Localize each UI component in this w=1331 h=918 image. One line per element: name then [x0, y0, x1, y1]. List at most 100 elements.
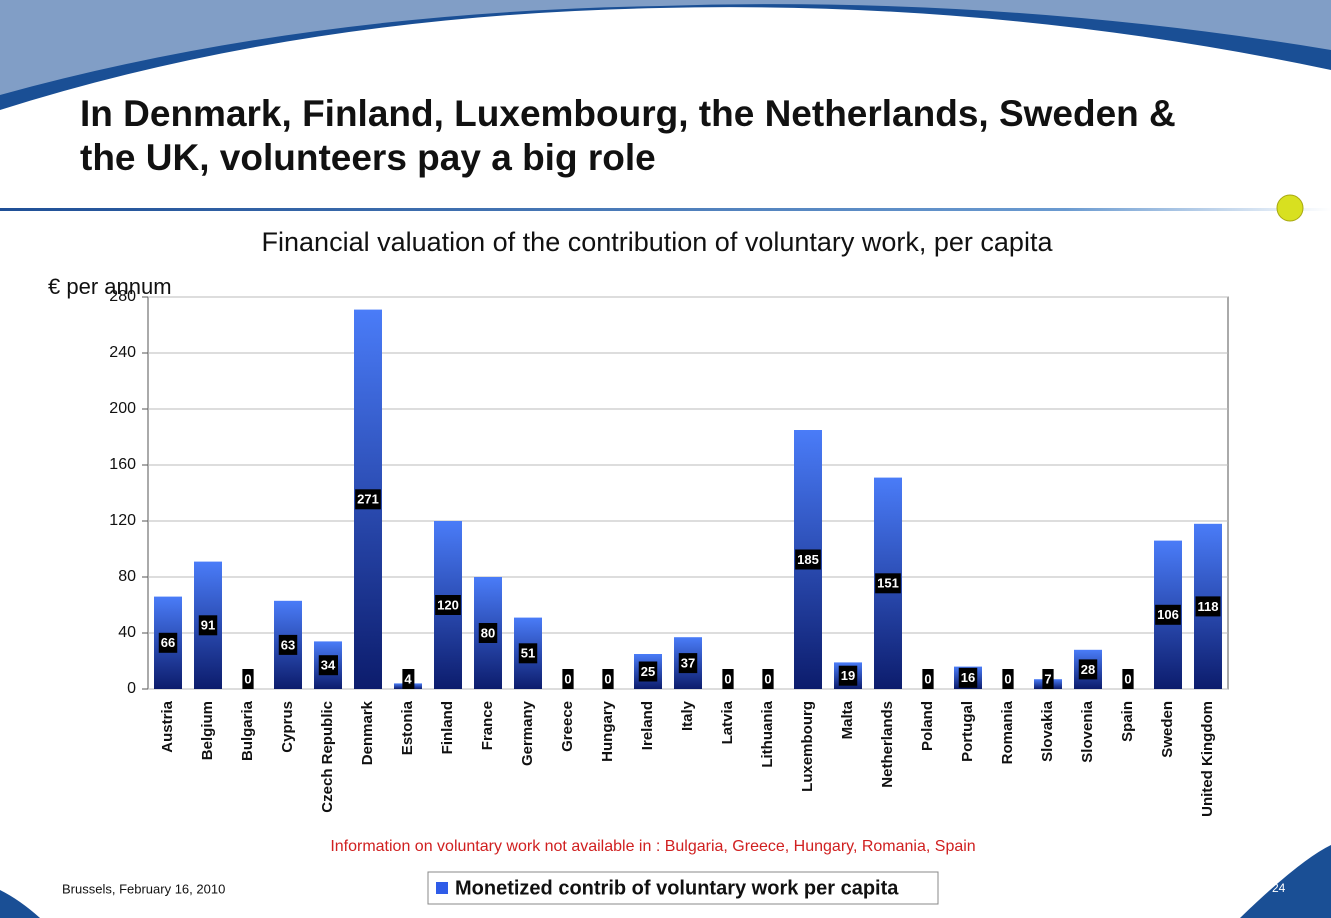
x-tick-label: Cyprus [279, 701, 296, 753]
data-label: 28 [1081, 662, 1095, 677]
data-label: 106 [1157, 607, 1179, 622]
data-label-box [922, 669, 934, 689]
y-tick-label: 240 [109, 344, 136, 361]
data-label-box [402, 669, 415, 689]
x-tick-label: Slovakia [1039, 700, 1056, 762]
y-tick-label: 0 [127, 680, 136, 697]
data-label-box [355, 489, 381, 510]
slide-title: In Denmark, Finland, Luxembourg, the Net… [80, 93, 1176, 178]
x-tick-label: Germany [519, 700, 536, 766]
data-label: 271 [357, 492, 379, 507]
bottom-left-swoosh [0, 890, 40, 918]
x-tick-label: Slovenia [1079, 700, 1096, 762]
legend-swatch [436, 882, 448, 894]
data-label-box [762, 669, 774, 689]
x-tick-label: France [479, 701, 496, 750]
title-rule [0, 208, 1331, 211]
data-label-box [875, 573, 901, 594]
data-label-box [278, 634, 298, 655]
data-label-box [1042, 669, 1054, 689]
data-label-box [158, 632, 178, 653]
data-label-box [1078, 659, 1098, 680]
plot-frame [147, 296, 1229, 690]
x-tick-label: Hungary [599, 700, 616, 762]
data-label-box [562, 669, 574, 689]
data-label: 0 [1124, 671, 1131, 686]
x-tick-label: Austria [159, 700, 176, 752]
data-label-box [478, 623, 498, 643]
data-label: 7 [1044, 671, 1051, 686]
x-tick-label: Spain [1119, 701, 1136, 742]
x-tick-label: Czech Republic [319, 701, 336, 813]
data-label: 151 [877, 576, 899, 591]
legend-box [427, 871, 939, 905]
x-tick-label: Bulgaria [239, 700, 256, 761]
data-label: 37 [681, 656, 695, 671]
data-label: 0 [764, 671, 771, 686]
x-tick-label: Sweden [1159, 701, 1176, 758]
data-label: 185 [797, 552, 819, 567]
data-label: 34 [321, 658, 336, 673]
footer-left: Brussels, February 16, 2010 [62, 881, 225, 896]
data-label: 0 [924, 671, 931, 686]
x-tick-label: Poland [919, 701, 936, 751]
data-label: 25 [641, 664, 655, 679]
data-label: 80 [481, 625, 495, 640]
data-label-box [318, 655, 338, 676]
data-label: 51 [521, 646, 535, 661]
data-label-box [678, 653, 698, 674]
data-label: 16 [961, 670, 975, 685]
y-axis-label: € per annum [48, 274, 172, 299]
x-tick-label: Romania [999, 700, 1016, 764]
data-label: 91 [201, 618, 215, 633]
data-label: 19 [841, 668, 855, 683]
data-label: 0 [564, 671, 571, 686]
bullet-dot [1276, 194, 1304, 222]
y-tick-label: 80 [118, 568, 136, 585]
data-label-box [638, 661, 658, 682]
data-label-box [242, 669, 254, 689]
data-label: 118 [1198, 599, 1219, 614]
x-tick-label: Italy [679, 700, 696, 731]
x-tick-label: Portugal [959, 701, 976, 762]
page-number: 24 [1272, 881, 1286, 895]
x-tick-label: United Kingdom [1199, 701, 1216, 817]
data-label-box [838, 665, 858, 686]
y-tick-label: 280 [109, 288, 136, 305]
data-label-box [518, 643, 538, 664]
legend-label: Monetized contrib of voluntary work per … [455, 877, 899, 899]
y-tick-label: 120 [109, 512, 136, 529]
data-label: 0 [1004, 671, 1011, 686]
data-label: 66 [161, 635, 175, 650]
x-tick-label: Lithuania [759, 700, 776, 767]
x-tick-label: Netherlands [879, 701, 896, 788]
y-tick-label: 200 [109, 400, 136, 417]
x-tick-label: Ireland [639, 701, 656, 750]
data-label: 0 [244, 671, 251, 686]
annotation: Information on voluntary work not availa… [330, 838, 975, 855]
x-tick-label: Denmark [359, 700, 376, 765]
x-tick-label: Finland [439, 701, 456, 754]
data-label-box [1002, 669, 1014, 689]
top-swoosh-light [0, 0, 1331, 95]
data-label-box [435, 595, 461, 615]
bottom-swoosh [1240, 845, 1331, 918]
data-label: 120 [437, 597, 459, 612]
data-label-box [1155, 604, 1181, 625]
x-tick-label: Latvia [719, 700, 736, 744]
data-label: 63 [281, 637, 295, 652]
y-tick-label: 40 [118, 624, 136, 641]
data-label: 4 [404, 671, 412, 686]
x-tick-label: Belgium [199, 701, 216, 760]
data-label: 0 [604, 671, 611, 686]
x-tick-label: Greece [559, 701, 576, 752]
data-label-box [602, 669, 614, 689]
y-tick-label: 160 [109, 456, 136, 473]
x-tick-label: Malta [839, 700, 856, 739]
data-label-box [958, 667, 978, 688]
data-label-box [722, 669, 734, 689]
chart-title: Financial valuation of the contribution … [262, 227, 1054, 257]
data-label: 0 [724, 671, 731, 686]
